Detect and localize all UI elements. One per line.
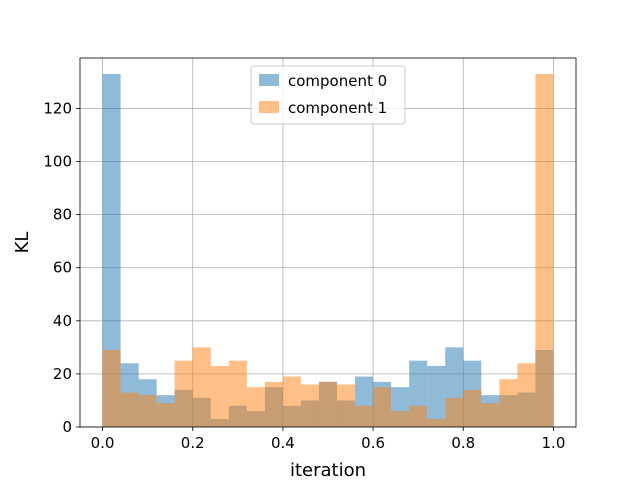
histogram-bar-series-1 [210, 365, 229, 427]
y-axis-label: KL [12, 232, 33, 254]
x-tick-label: 1.0 [542, 434, 566, 452]
histogram-bar-series-1 [138, 395, 157, 427]
histogram-bar-series-1 [355, 405, 374, 427]
y-tick-label: 20 [53, 365, 72, 383]
histogram-bar-series-0 [102, 73, 121, 428]
y-tick-label: 120 [43, 99, 72, 117]
histogram-bar-series-1 [463, 389, 482, 427]
x-tick-label: 0.2 [181, 434, 205, 452]
legend-box [250, 65, 406, 125]
histogram-bar-series-1 [120, 392, 139, 427]
histogram-bar-series-1 [445, 397, 464, 427]
x-tick-label: 0.4 [271, 434, 295, 452]
histogram-bar-series-1 [517, 363, 536, 427]
histogram-bar-series-1 [264, 381, 283, 427]
histogram-bar-series-1 [373, 387, 392, 427]
y-tick-label: 0 [62, 418, 72, 436]
legend: component 0 component 1 [250, 65, 406, 125]
y-tick-label: 100 [43, 153, 72, 171]
y-tick-label: 40 [53, 312, 72, 330]
histogram-bar-series-1 [174, 360, 193, 427]
x-tick-label: 0.0 [91, 434, 115, 452]
histogram-bar-series-1 [228, 360, 247, 427]
axis-ticks: 0.0 0.2 0.4 0.6 0.8 1.0 0 20 40 60 80 100 120 [43, 99, 565, 452]
histogram-bar-series-1 [102, 350, 121, 427]
histogram-bar-series-1 [535, 73, 554, 428]
histogram-bar-series-1 [318, 381, 338, 427]
y-tick-label: 80 [53, 206, 72, 224]
legend-label: component 0 [288, 72, 387, 90]
histogram-bar-series-1 [481, 403, 500, 427]
y-tick-label: 60 [53, 259, 72, 277]
legend-swatch [259, 101, 279, 113]
histogram-bar-series-1 [499, 379, 518, 427]
x-tick-label: 0.8 [451, 434, 475, 452]
histogram-bar-series-1 [409, 405, 428, 427]
histogram-bar-series-1 [282, 376, 301, 427]
histogram-bar-series-1 [156, 403, 175, 427]
x-tick-label: 0.6 [361, 434, 385, 452]
histogram-bar-series-1 [192, 347, 211, 427]
histogram-bar-series-1 [300, 384, 319, 427]
histogram-bar-series-1 [337, 384, 356, 427]
legend-label: component 1 [288, 99, 387, 117]
histogram-bar-series-1 [246, 387, 265, 427]
x-axis-label: iteration [290, 460, 366, 480]
histogram-bar-series-1 [427, 419, 446, 427]
bars [102, 73, 554, 428]
legend-swatch [259, 74, 279, 86]
histogram-bar-series-0 [427, 365, 446, 427]
plot-frame [79, 57, 577, 428]
histogram-bar-series-1 [391, 411, 410, 427]
